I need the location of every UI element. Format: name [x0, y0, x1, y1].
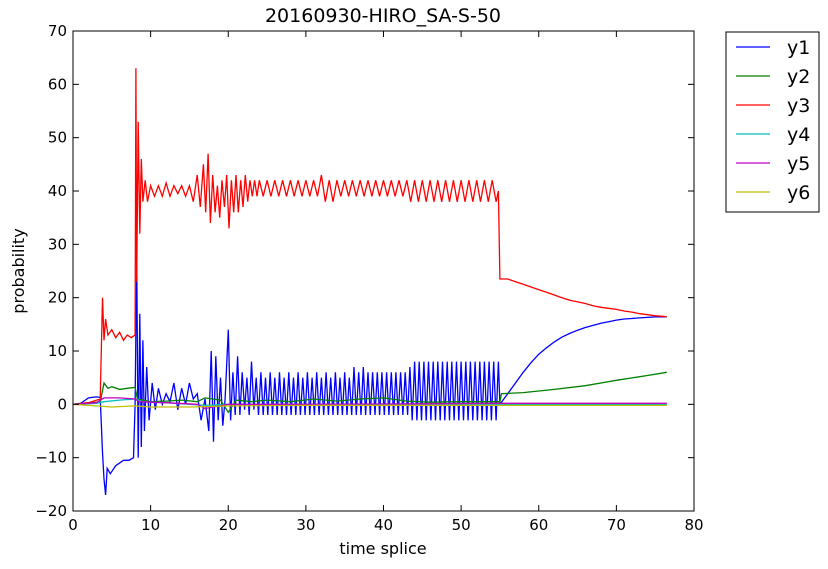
- y-tick-label: 70: [48, 22, 67, 40]
- x-tick-label: 50: [452, 516, 471, 534]
- x-tick-label: 30: [296, 516, 315, 534]
- series-line-y1: [72, 254, 667, 496]
- y-tick-label: 30: [48, 235, 67, 253]
- x-axis-label: time splice: [339, 539, 426, 558]
- y-tick-label: −20: [35, 502, 67, 520]
- y-tick-label: −10: [35, 449, 67, 467]
- x-tick-label: 20: [219, 516, 238, 534]
- x-tick-label: 60: [529, 516, 548, 534]
- y-tick-label: 40: [48, 182, 67, 200]
- legend-label-y5: y5: [787, 153, 810, 175]
- y-axis-ticks: 70 60 50 40 30 20 10 0 −10 −20: [35, 22, 694, 520]
- x-tick-label: 0: [68, 516, 78, 534]
- legend-label-y6: y6: [787, 182, 810, 204]
- chart-title: 20160930-HIRO_SA-S-50: [265, 5, 501, 27]
- x-axis-ticks: 0 10 20 30 40 50 60 70 80: [68, 31, 704, 534]
- legend-label-y3: y3: [787, 95, 810, 117]
- y-tick-label: 0: [57, 395, 67, 413]
- series-line-y3: [72, 68, 667, 405]
- legend: y1 y2 y3 y4 y5 y6: [725, 31, 820, 213]
- legend-label-y1: y1: [787, 37, 810, 59]
- y-tick-label: 60: [48, 75, 67, 93]
- legend-frame: [725, 31, 820, 213]
- y-tick-label: 20: [48, 289, 67, 307]
- legend-label-y4: y4: [787, 124, 810, 146]
- x-tick-label: 10: [141, 516, 160, 534]
- plot-frame: [72, 30, 695, 512]
- x-tick-label: 40: [374, 516, 393, 534]
- x-tick-label: 70: [607, 516, 626, 534]
- legend-label-y2: y2: [787, 66, 810, 88]
- x-tick-label: 80: [684, 516, 703, 534]
- series-line-y6: [72, 403, 667, 408]
- y-tick-label: 10: [48, 342, 67, 360]
- plot-series-group: [72, 68, 667, 496]
- y-axis-label: probability: [9, 228, 28, 313]
- y-tick-label: 50: [48, 129, 67, 147]
